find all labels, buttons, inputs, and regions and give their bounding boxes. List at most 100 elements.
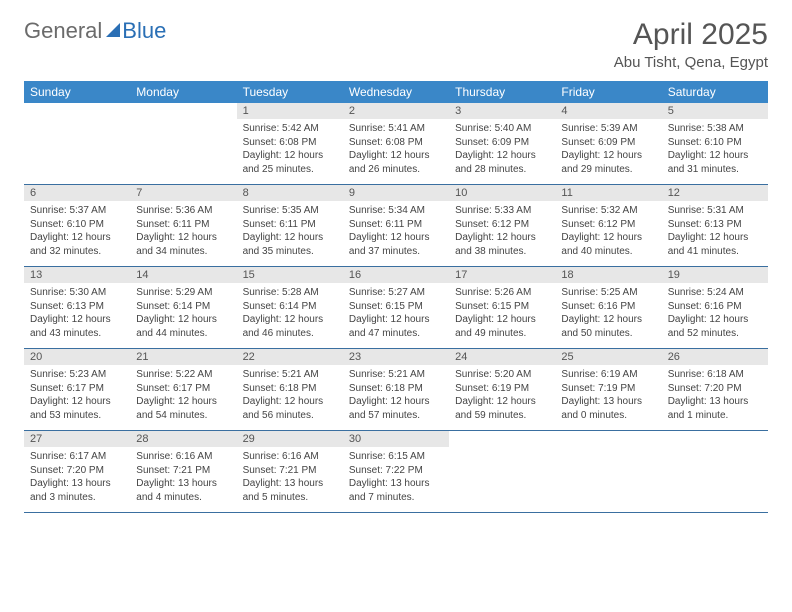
calendar-cell: 30Sunrise: 6:15 AMSunset: 7:22 PMDayligh… xyxy=(343,431,449,513)
day-number: 1 xyxy=(237,103,343,119)
day-daylight1: Daylight: 12 hours xyxy=(349,313,443,327)
day-sunset: Sunset: 7:21 PM xyxy=(243,464,337,478)
day-sunrise: Sunrise: 6:19 AM xyxy=(561,368,655,382)
day-daylight2: and 31 minutes. xyxy=(668,163,762,177)
day-content xyxy=(24,107,130,165)
day-sunrise: Sunrise: 5:27 AM xyxy=(349,286,443,300)
day-daylight1: Daylight: 13 hours xyxy=(349,477,443,491)
day-sunset: Sunset: 6:19 PM xyxy=(455,382,549,396)
day-number: 13 xyxy=(24,267,130,283)
day-content: Sunrise: 6:16 AMSunset: 7:21 PMDaylight:… xyxy=(130,447,236,512)
day-sunset: Sunset: 6:10 PM xyxy=(30,218,124,232)
day-daylight1: Daylight: 12 hours xyxy=(136,395,230,409)
calendar-table: Sunday Monday Tuesday Wednesday Thursday… xyxy=(24,81,768,513)
day-sunset: Sunset: 6:15 PM xyxy=(349,300,443,314)
day-sunrise: Sunrise: 6:16 AM xyxy=(243,450,337,464)
day-number: 26 xyxy=(662,349,768,365)
day-daylight1: Daylight: 12 hours xyxy=(30,395,124,409)
day-sunrise: Sunrise: 5:25 AM xyxy=(561,286,655,300)
day-sunset: Sunset: 6:11 PM xyxy=(243,218,337,232)
day-daylight2: and 57 minutes. xyxy=(349,409,443,423)
day-number: 9 xyxy=(343,185,449,201)
day-daylight1: Daylight: 12 hours xyxy=(561,231,655,245)
day-daylight1: Daylight: 13 hours xyxy=(136,477,230,491)
day-sunset: Sunset: 6:16 PM xyxy=(561,300,655,314)
day-daylight1: Daylight: 12 hours xyxy=(30,231,124,245)
calendar-cell: 3Sunrise: 5:40 AMSunset: 6:09 PMDaylight… xyxy=(449,103,555,185)
day-content: Sunrise: 5:28 AMSunset: 6:14 PMDaylight:… xyxy=(237,283,343,348)
day-sunset: Sunset: 6:15 PM xyxy=(455,300,549,314)
day-daylight1: Daylight: 12 hours xyxy=(349,395,443,409)
calendar-row: 20Sunrise: 5:23 AMSunset: 6:17 PMDayligh… xyxy=(24,349,768,431)
header-row: General Blue April 2025 Abu Tisht, Qena,… xyxy=(24,18,768,71)
calendar-cell: 8Sunrise: 5:35 AMSunset: 6:11 PMDaylight… xyxy=(237,185,343,267)
day-daylight1: Daylight: 13 hours xyxy=(243,477,337,491)
day-daylight2: and 47 minutes. xyxy=(349,327,443,341)
day-sunset: Sunset: 6:11 PM xyxy=(349,218,443,232)
day-daylight1: Daylight: 13 hours xyxy=(668,395,762,409)
day-number: 4 xyxy=(555,103,661,119)
day-daylight1: Daylight: 13 hours xyxy=(30,477,124,491)
day-daylight1: Daylight: 12 hours xyxy=(455,395,549,409)
day-daylight2: and 46 minutes. xyxy=(243,327,337,341)
day-content: Sunrise: 5:36 AMSunset: 6:11 PMDaylight:… xyxy=(130,201,236,266)
day-number: 5 xyxy=(662,103,768,119)
day-sunrise: Sunrise: 6:18 AM xyxy=(668,368,762,382)
day-daylight1: Daylight: 12 hours xyxy=(243,395,337,409)
day-daylight2: and 26 minutes. xyxy=(349,163,443,177)
day-number: 24 xyxy=(449,349,555,365)
day-number: 20 xyxy=(24,349,130,365)
day-daylight2: and 29 minutes. xyxy=(561,163,655,177)
day-number: 25 xyxy=(555,349,661,365)
day-daylight2: and 4 minutes. xyxy=(136,491,230,505)
calendar-row: 6Sunrise: 5:37 AMSunset: 6:10 PMDaylight… xyxy=(24,185,768,267)
day-sunset: Sunset: 6:10 PM xyxy=(668,136,762,150)
title-block: April 2025 Abu Tisht, Qena, Egypt xyxy=(614,18,768,71)
calendar-cell: 22Sunrise: 5:21 AMSunset: 6:18 PMDayligh… xyxy=(237,349,343,431)
day-content: Sunrise: 5:29 AMSunset: 6:14 PMDaylight:… xyxy=(130,283,236,348)
calendar-cell: 16Sunrise: 5:27 AMSunset: 6:15 PMDayligh… xyxy=(343,267,449,349)
day-daylight2: and 54 minutes. xyxy=(136,409,230,423)
day-content: Sunrise: 5:42 AMSunset: 6:08 PMDaylight:… xyxy=(237,119,343,184)
calendar-cell: 25Sunrise: 6:19 AMSunset: 7:19 PMDayligh… xyxy=(555,349,661,431)
brand-part2: Blue xyxy=(122,18,166,44)
calendar-cell: 7Sunrise: 5:36 AMSunset: 6:11 PMDaylight… xyxy=(130,185,236,267)
day-number: 12 xyxy=(662,185,768,201)
day-content: Sunrise: 5:27 AMSunset: 6:15 PMDaylight:… xyxy=(343,283,449,348)
day-sunset: Sunset: 7:20 PM xyxy=(30,464,124,478)
day-sunrise: Sunrise: 5:36 AM xyxy=(136,204,230,218)
day-sunrise: Sunrise: 5:21 AM xyxy=(349,368,443,382)
day-sunrise: Sunrise: 6:17 AM xyxy=(30,450,124,464)
day-content xyxy=(449,435,555,493)
day-sunrise: Sunrise: 6:16 AM xyxy=(136,450,230,464)
day-number: 16 xyxy=(343,267,449,283)
day-daylight2: and 5 minutes. xyxy=(243,491,337,505)
day-header: Friday xyxy=(555,81,661,103)
day-number: 2 xyxy=(343,103,449,119)
day-sunset: Sunset: 6:17 PM xyxy=(136,382,230,396)
day-daylight2: and 44 minutes. xyxy=(136,327,230,341)
calendar-cell: 5Sunrise: 5:38 AMSunset: 6:10 PMDaylight… xyxy=(662,103,768,185)
day-sunset: Sunset: 6:18 PM xyxy=(349,382,443,396)
day-number: 21 xyxy=(130,349,236,365)
day-sunset: Sunset: 6:12 PM xyxy=(455,218,549,232)
day-header: Tuesday xyxy=(237,81,343,103)
day-daylight1: Daylight: 12 hours xyxy=(668,313,762,327)
day-sunset: Sunset: 6:13 PM xyxy=(668,218,762,232)
triangle-icon xyxy=(106,23,120,37)
day-daylight2: and 56 minutes. xyxy=(243,409,337,423)
day-content xyxy=(130,107,236,165)
day-content: Sunrise: 5:23 AMSunset: 6:17 PMDaylight:… xyxy=(24,365,130,430)
day-number: 15 xyxy=(237,267,343,283)
day-number: 10 xyxy=(449,185,555,201)
day-daylight1: Daylight: 12 hours xyxy=(561,149,655,163)
calendar-cell: 11Sunrise: 5:32 AMSunset: 6:12 PMDayligh… xyxy=(555,185,661,267)
day-number: 8 xyxy=(237,185,343,201)
day-daylight2: and 28 minutes. xyxy=(455,163,549,177)
day-sunrise: Sunrise: 5:30 AM xyxy=(30,286,124,300)
calendar-cell xyxy=(449,431,555,513)
day-sunset: Sunset: 7:22 PM xyxy=(349,464,443,478)
day-sunrise: Sunrise: 5:35 AM xyxy=(243,204,337,218)
day-number: 28 xyxy=(130,431,236,447)
day-content: Sunrise: 5:24 AMSunset: 6:16 PMDaylight:… xyxy=(662,283,768,348)
